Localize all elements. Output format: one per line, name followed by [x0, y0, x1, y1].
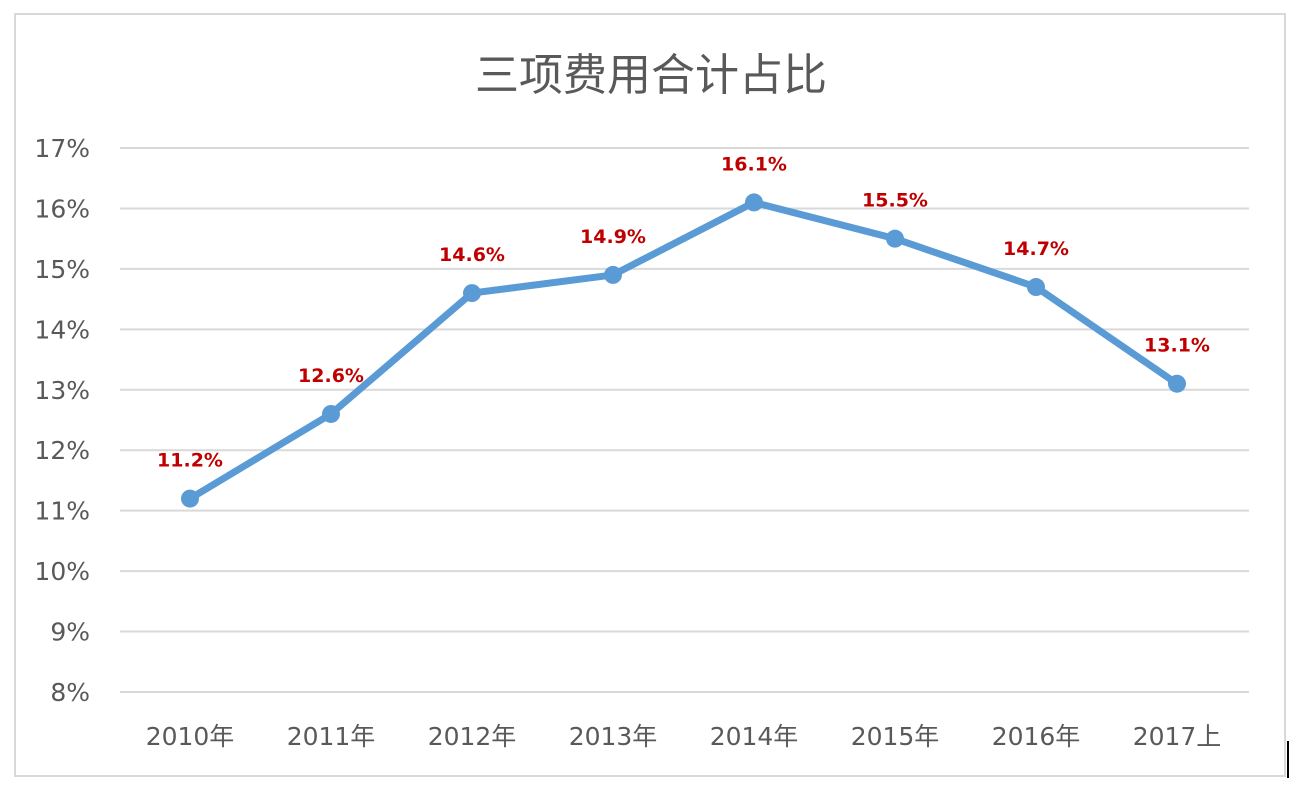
y-tick-label: 17% — [34, 134, 90, 163]
series-line — [186, 198, 1181, 503]
data-point — [604, 265, 622, 284]
x-tick-label: 2010年 — [146, 722, 235, 751]
y-tick-label: 14% — [34, 315, 90, 344]
x-tick-label: 2011年 — [287, 722, 376, 751]
data-point — [322, 404, 340, 423]
data-label: 11.2% — [157, 450, 223, 472]
grid-lines — [120, 147, 1249, 693]
data-point — [745, 193, 763, 212]
y-axis-ticks: 8% 9% 10% 11% 12% 13% 14% 15% 16% 17% — [34, 134, 90, 707]
edge-mark — [1287, 741, 1289, 778]
chart-title: 三项费用合计占比 — [475, 50, 827, 101]
data-point — [886, 229, 904, 248]
data-label: 15.5% — [862, 190, 928, 212]
x-tick-label: 2013年 — [569, 722, 658, 751]
y-tick-label: 12% — [34, 436, 90, 465]
x-tick-label: 2015年 — [851, 722, 940, 751]
y-tick-label: 8% — [50, 678, 90, 707]
data-label: 14.9% — [580, 226, 646, 248]
y-tick-label: 16% — [34, 194, 90, 223]
data-labels: 11.2% 12.6% 14.6% 14.9% 16.1% 15.5% 14.7% 13.1% — [157, 153, 1210, 471]
x-tick-label: 2012年 — [428, 722, 517, 751]
data-point — [463, 284, 481, 303]
series — [181, 193, 1186, 508]
data-label: 13.1% — [1144, 335, 1210, 357]
data-point — [1168, 374, 1186, 393]
y-tick-label: 10% — [34, 557, 90, 586]
x-tick-label: 2017上 — [1133, 722, 1222, 751]
data-label: 12.6% — [298, 365, 364, 387]
y-tick-label: 15% — [34, 255, 90, 284]
y-tick-label: 9% — [50, 618, 90, 647]
data-label: 16.1% — [721, 153, 787, 175]
x-tick-label: 2014年 — [710, 722, 799, 751]
y-tick-label: 11% — [34, 497, 90, 526]
chart-frame — [14, 13, 1286, 777]
data-label: 14.7% — [1003, 238, 1069, 260]
data-point — [181, 489, 199, 508]
y-tick-label: 13% — [34, 376, 90, 405]
x-tick-label: 2016年 — [992, 722, 1081, 751]
data-point — [1027, 278, 1045, 297]
x-axis-ticks: 2010年 2011年 2012年 2013年 2014年 2015年 2016年 2017上 — [146, 722, 1222, 751]
data-label: 14.6% — [439, 244, 505, 266]
